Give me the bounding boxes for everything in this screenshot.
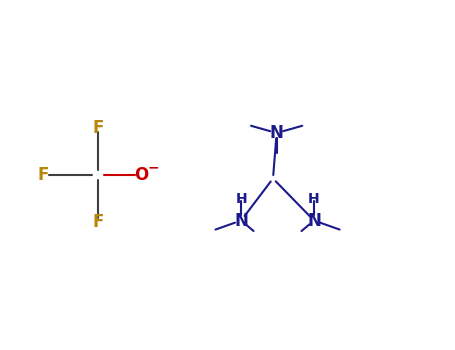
Text: F: F bbox=[37, 166, 49, 184]
Text: H: H bbox=[308, 193, 320, 206]
Text: H: H bbox=[235, 193, 247, 206]
Text: N: N bbox=[270, 124, 283, 142]
Text: F: F bbox=[92, 119, 104, 137]
Text: O: O bbox=[134, 166, 148, 184]
Text: F: F bbox=[92, 213, 104, 231]
Text: N: N bbox=[307, 211, 321, 230]
Text: −: − bbox=[147, 160, 159, 174]
Text: N: N bbox=[234, 211, 248, 230]
